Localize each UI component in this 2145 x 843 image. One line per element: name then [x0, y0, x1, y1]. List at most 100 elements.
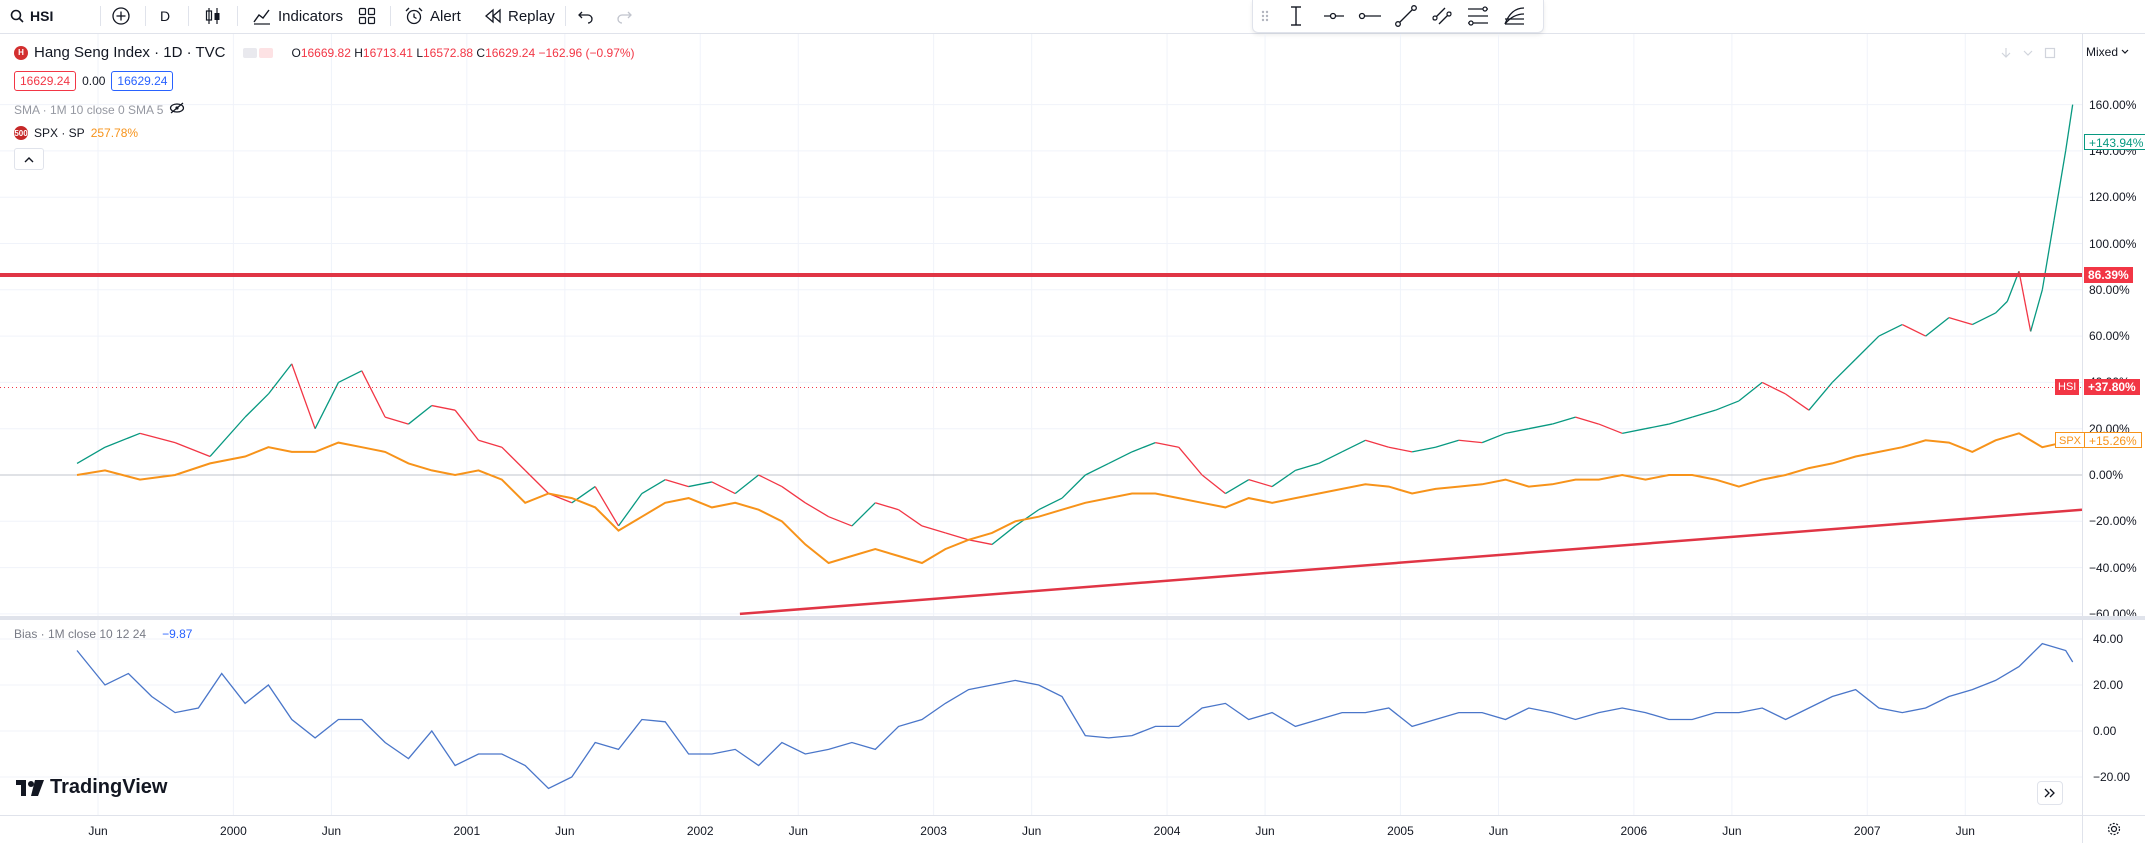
hsi-segment: [2018, 271, 2032, 332]
series-title[interactable]: Hang Seng Index · 1D · TVC: [34, 44, 226, 61]
bias-value: −9.87: [162, 627, 193, 641]
hsi-segment: [1878, 323, 1903, 337]
price-tick-label: 80.00%: [2089, 282, 2130, 297]
hsi-segment: [1551, 416, 1576, 425]
hsi-last-value-tag[interactable]: +37.80%: [2084, 379, 2140, 396]
sma-legend[interactable]: SMA · 1M 10 close 0 SMA 5: [14, 101, 185, 119]
bias-label: Bias · 1M close 10 12 24: [14, 627, 147, 641]
settings-pill-icon[interactable]: [259, 47, 274, 58]
spx-compare-line[interactable]: [76, 432, 2073, 565]
hsi-segment: [991, 525, 1016, 545]
brand-label: TradingView: [50, 776, 168, 798]
hsi-segment: [209, 416, 246, 457]
fib-fan-tool-icon[interactable]: [1501, 4, 1527, 28]
hsi-segment: [1738, 381, 1763, 402]
candles-icon: [204, 6, 222, 26]
hsi-segment: [1598, 423, 1623, 434]
time-tick-label: 2001: [453, 824, 481, 838]
chevron-up-icon: [24, 156, 34, 162]
hsi-segment: [501, 446, 526, 471]
hsi-segment: [478, 439, 503, 448]
vertical-range-tool-icon[interactable]: [1283, 4, 1309, 28]
hidden-eye-icon[interactable]: [169, 101, 185, 119]
hsi-segment: [1925, 317, 1950, 337]
hsi-series-flag[interactable]: HSI: [2055, 379, 2080, 396]
trend-line-tool-icon[interactable]: [1393, 4, 1419, 28]
hsi-segment: [1225, 479, 1250, 495]
redo-button[interactable]: [615, 0, 633, 32]
bias-indicator-pane[interactable]: [0, 620, 2082, 815]
tradingview-logo[interactable]: TradingView: [16, 776, 167, 799]
scroll-to-realtime-button[interactable]: [2037, 781, 2063, 805]
compare-symbol-button[interactable]: [111, 0, 131, 32]
maximize-pane-icon[interactable]: [2044, 46, 2056, 64]
hsi-segment: [1831, 358, 1857, 383]
redo-icon: [615, 8, 633, 24]
horizontal-line-tool-icon[interactable]: [1357, 4, 1383, 28]
symbol-search-button[interactable]: HSI: [10, 0, 53, 32]
horizontal-ray-tool-icon[interactable]: [1321, 4, 1347, 28]
drag-handle-icon[interactable]: [1259, 4, 1271, 28]
indicators-button[interactable]: Indicators: [252, 0, 343, 32]
hsi-segment: [104, 432, 141, 448]
alert-button[interactable]: Alert: [404, 0, 461, 32]
scale-mode-button[interactable]: Mixed: [2086, 45, 2129, 59]
trend-line-drawing[interactable]: [739, 508, 2082, 616]
settings-gear-icon[interactable]: [2107, 822, 2121, 841]
hsi-segment: [1458, 439, 1483, 444]
hsi-segment: [1645, 423, 1669, 430]
replay-button[interactable]: Replay: [484, 0, 555, 32]
hsi-segment: [314, 382, 340, 429]
bid-price-box[interactable]: 16629.24: [14, 71, 77, 91]
drawing-favorites-toolbar: [1252, 0, 1544, 33]
last-value-tag-green[interactable]: +143.94%: [2084, 133, 2145, 150]
time-scale-corner: [2082, 815, 2145, 843]
undo-icon: [577, 8, 595, 24]
hsi-segment: [1901, 323, 1926, 337]
collapse-legend-button[interactable]: [14, 148, 44, 170]
main-chart-pane[interactable]: [0, 34, 2082, 616]
time-tick-label: Jun: [1255, 824, 1275, 838]
symbol-label: HSI: [30, 8, 54, 24]
hsi-segment: [1038, 497, 1063, 511]
hsi-segment: [1948, 316, 1973, 326]
hsi-segment: [665, 479, 689, 488]
price-tick-label: 0.00%: [2089, 468, 2124, 482]
compare-legend[interactable]: 500 SPX · SP 257.78%: [14, 126, 138, 140]
fib-retracement-tool-icon[interactable]: [1465, 4, 1491, 28]
parallel-channel-tool-icon[interactable]: [1429, 4, 1455, 28]
undo-button[interactable]: [577, 0, 595, 32]
hsi-segment: [1808, 381, 1833, 411]
spx-last-value-tag[interactable]: +15.26%: [2084, 431, 2142, 448]
hsi-segment: [1972, 312, 1996, 326]
ask-price-box[interactable]: 16629.24: [111, 71, 174, 91]
indicator-tick-label: 40.00: [2093, 632, 2124, 646]
time-scale[interactable]: Jun 2000 Jun 2001 Jun 2002 Jun 2003 Jun 2004 Jun 20…: [0, 815, 2082, 843]
time-tick-label: 2007: [1853, 824, 1881, 838]
price-tick-label: 60.00%: [2089, 329, 2130, 344]
indicator-scale[interactable]: 40.00 20.00 0.00 −20.00: [2082, 620, 2145, 815]
eye-toggle-icon[interactable]: [243, 47, 258, 58]
collapse-pane-icon[interactable]: [2022, 46, 2034, 64]
move-pane-down-icon[interactable]: [2000, 46, 2012, 64]
plus-circle-icon: [111, 6, 131, 26]
sma-label: SMA · 1M 10 close 0 SMA 5: [14, 103, 164, 117]
price-tick-label: 120.00%: [2089, 190, 2137, 205]
bid-ask-row: 16629.24 0.00 16629.24: [14, 71, 174, 91]
hsi-segment: [1131, 441, 1156, 453]
indicator-tick-label: 20.00: [2093, 678, 2124, 692]
time-tick-label: 2000: [220, 824, 247, 838]
series-visibility-toggle[interactable]: [243, 47, 274, 58]
templates-button[interactable]: [358, 0, 376, 32]
pane-separator[interactable]: [0, 616, 2145, 620]
price-scale[interactable]: 160.00% 140.00% 120.00% 100.00% 80.00% 60.00%…: [2082, 34, 2145, 621]
horizontal-line-price-tag[interactable]: 86.39%: [2084, 267, 2133, 283]
spx-series-flag[interactable]: SPX: [2055, 431, 2086, 448]
chart-type-button[interactable]: [204, 0, 222, 32]
bias-legend[interactable]: Bias · 1M close 10 12 24 −9.87: [14, 627, 192, 641]
hsi-segment: [1528, 423, 1553, 430]
interval-button[interactable]: D: [160, 0, 170, 32]
hsi-segment: [921, 525, 946, 534]
time-tick-label: 2003: [920, 824, 947, 838]
bias-line[interactable]: [76, 642, 2074, 790]
